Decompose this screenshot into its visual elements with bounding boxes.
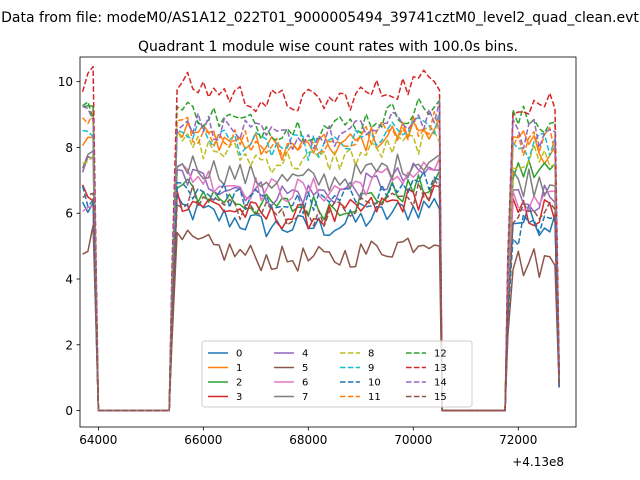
y-tick-label: 6 [65,207,73,221]
y-tick-label: 10 [58,75,73,89]
legend-label-2: 2 [236,378,242,389]
y-tick-label: 8 [65,141,73,155]
legend-label-13: 13 [434,363,447,374]
legend-label-8: 8 [368,349,374,360]
x-tick-label: 68000 [289,433,327,447]
legend-label-4: 4 [302,349,308,360]
x-tick-label: 70000 [394,433,432,447]
legend-label-14: 14 [434,378,447,389]
y-tick-label: 4 [65,273,73,287]
legend-label-10: 10 [368,378,381,389]
legend-label-6: 6 [302,378,308,389]
legend-label-11: 11 [368,392,381,403]
y-tick-label: 2 [65,338,73,352]
y-tick-label: 0 [65,404,73,418]
legend-label-7: 7 [302,392,308,403]
series-line-12 [82,97,560,412]
legend-box [201,340,473,408]
axes-frame [79,56,577,428]
x-tick-label: 66000 [184,433,222,447]
x-offset-label: +4.13e8 [512,455,564,469]
legend-label-15: 15 [434,392,447,403]
legend-label-12: 12 [434,349,447,360]
x-tick-label: 64000 [79,433,117,447]
series-line-15 [82,178,560,412]
legend-label-1: 1 [236,363,242,374]
figure-suptitle: Data from file: modeM0/AS1A12_022T01_900… [1,10,639,26]
legend-label-9: 9 [368,363,374,374]
legend-label-3: 3 [236,392,242,403]
legend-label-0: 0 [236,349,242,360]
chart-title: Quadrant 1 module wise count rates with … [138,39,518,55]
legend-label-5: 5 [302,363,308,374]
x-tick-label: 72000 [499,433,537,447]
series-layer [81,65,560,412]
